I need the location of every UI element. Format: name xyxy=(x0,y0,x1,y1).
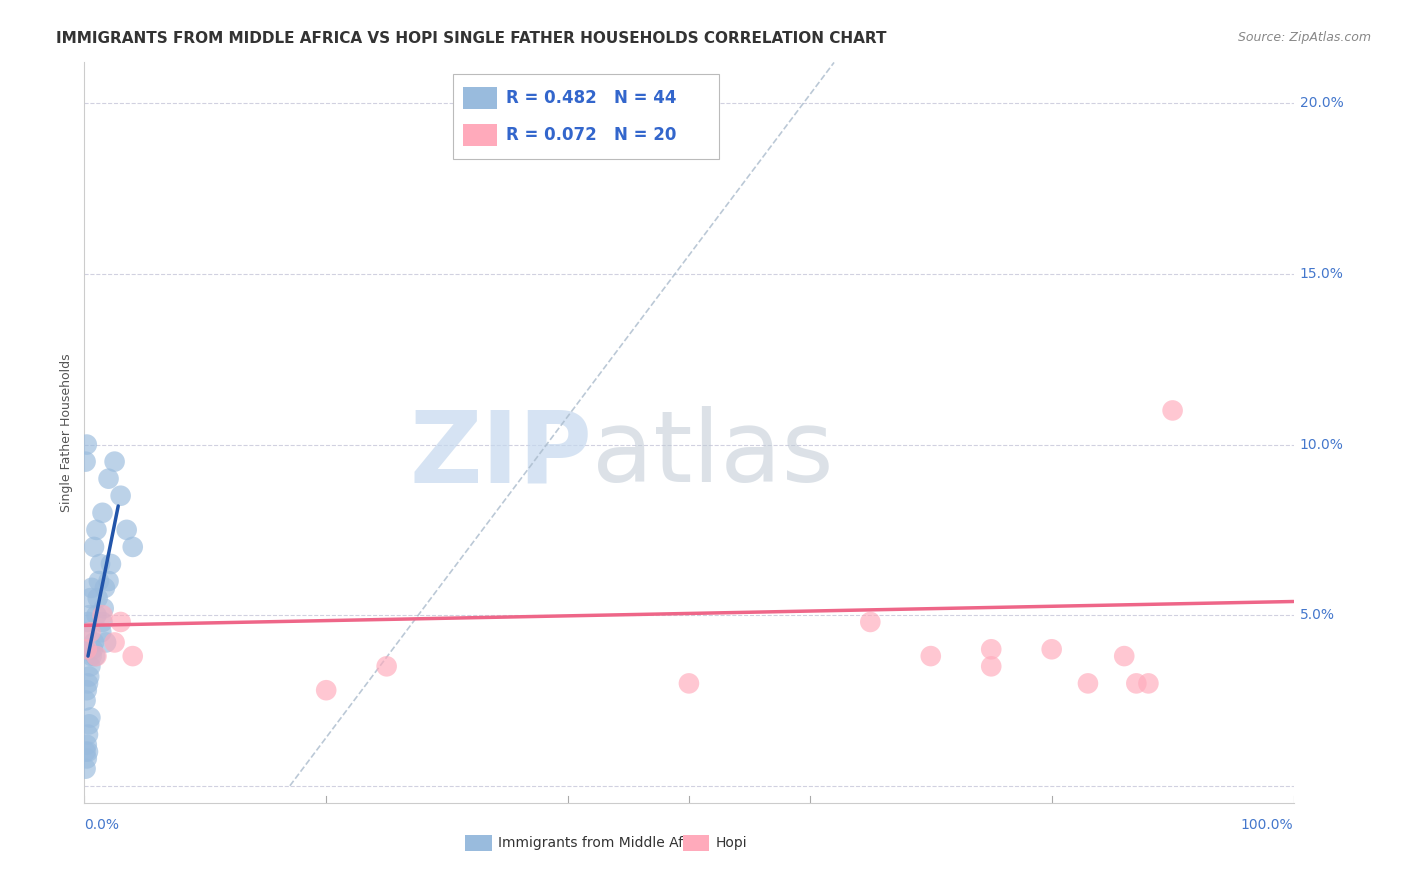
Text: Hopi: Hopi xyxy=(716,836,747,850)
Point xyxy=(76,437,98,451)
Text: Immigrants from Middle Africa: Immigrants from Middle Africa xyxy=(498,836,709,850)
Point xyxy=(1114,649,1136,664)
Point xyxy=(80,581,103,595)
Point xyxy=(82,642,104,657)
Point xyxy=(1040,642,1063,657)
Point xyxy=(79,591,101,606)
Point xyxy=(75,455,97,469)
Point xyxy=(91,608,114,623)
Point xyxy=(75,693,97,707)
Point xyxy=(77,608,100,623)
Text: 10.0%: 10.0% xyxy=(1299,438,1344,451)
Text: 15.0%: 15.0% xyxy=(1299,267,1344,281)
Point xyxy=(110,489,132,503)
Text: 20.0%: 20.0% xyxy=(1299,96,1343,111)
Point xyxy=(84,649,107,664)
Point xyxy=(83,540,105,554)
Point xyxy=(89,557,111,571)
Text: 0.0%: 0.0% xyxy=(84,818,120,831)
Point xyxy=(920,649,942,664)
Point xyxy=(115,523,138,537)
Point xyxy=(86,523,108,537)
Point xyxy=(121,649,143,664)
Point xyxy=(980,642,1002,657)
Point xyxy=(100,557,122,571)
Text: ZIP: ZIP xyxy=(409,407,592,503)
Point xyxy=(1137,676,1160,690)
Point xyxy=(94,581,117,595)
Point xyxy=(678,676,700,690)
Point xyxy=(375,659,398,673)
Point xyxy=(97,472,120,486)
Text: atlas: atlas xyxy=(592,407,834,503)
Point xyxy=(315,683,337,698)
Point xyxy=(86,649,108,664)
Text: R = 0.072   N = 20: R = 0.072 N = 20 xyxy=(506,126,676,144)
Point xyxy=(93,601,115,615)
Point xyxy=(77,615,100,629)
Text: R = 0.482   N = 44: R = 0.482 N = 44 xyxy=(506,89,676,107)
Point xyxy=(77,676,100,690)
Bar xyxy=(683,835,710,851)
Point xyxy=(110,615,132,629)
Bar xyxy=(465,835,492,851)
Point xyxy=(91,506,114,520)
Point xyxy=(75,762,97,776)
Point xyxy=(75,745,97,759)
Point xyxy=(87,574,110,588)
Y-axis label: Single Father Households: Single Father Households xyxy=(60,353,73,512)
Point xyxy=(77,745,100,759)
Bar xyxy=(463,124,496,146)
Text: IMMIGRANTS FROM MIDDLE AFRICA VS HOPI SINGLE FATHER HOUSEHOLDS CORRELATION CHART: IMMIGRANTS FROM MIDDLE AFRICA VS HOPI SI… xyxy=(56,31,887,46)
Point xyxy=(83,635,105,649)
Point xyxy=(76,683,98,698)
Text: Source: ZipAtlas.com: Source: ZipAtlas.com xyxy=(1237,31,1371,45)
Point xyxy=(91,615,114,629)
Point xyxy=(86,608,108,623)
Point xyxy=(76,738,98,752)
Point xyxy=(86,591,108,606)
Point xyxy=(104,455,127,469)
Bar xyxy=(463,87,496,109)
Point xyxy=(79,659,101,673)
Point xyxy=(77,669,100,683)
Point xyxy=(1161,403,1184,417)
FancyBboxPatch shape xyxy=(453,73,720,159)
Point xyxy=(75,642,97,657)
Point xyxy=(76,625,98,640)
Point xyxy=(980,659,1002,673)
Point xyxy=(97,574,120,588)
Point xyxy=(90,625,112,640)
Point xyxy=(76,642,98,657)
Point xyxy=(79,625,101,640)
Point xyxy=(77,728,100,742)
Point xyxy=(77,717,100,731)
Point xyxy=(121,540,143,554)
Point xyxy=(104,635,127,649)
Point xyxy=(1077,676,1099,690)
Point xyxy=(859,615,882,629)
Point xyxy=(79,710,101,724)
Text: 100.0%: 100.0% xyxy=(1241,818,1294,831)
Point xyxy=(1125,676,1147,690)
Point xyxy=(76,751,98,765)
Point xyxy=(94,635,117,649)
Point xyxy=(80,649,103,664)
Text: 5.0%: 5.0% xyxy=(1299,608,1334,622)
